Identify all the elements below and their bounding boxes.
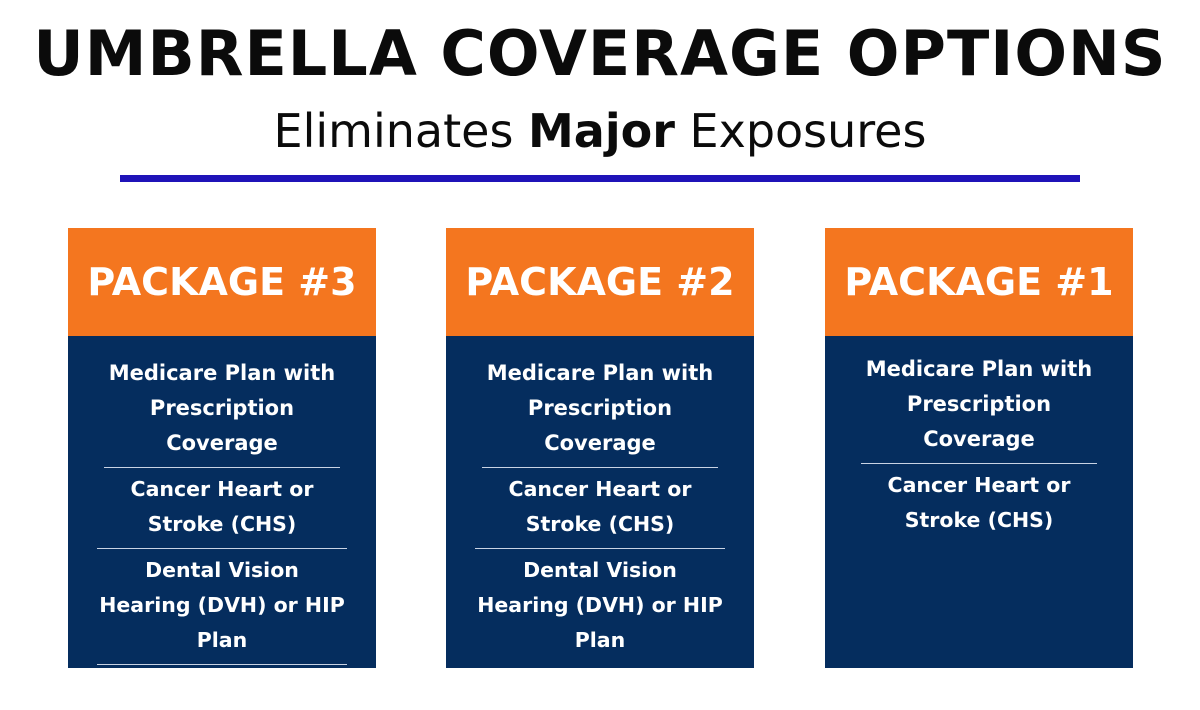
package-3-item-recovery: Recovery Care: [136, 674, 308, 698]
package-1-item-chs: Cancer Heart or Stroke (CHS): [887, 473, 1071, 532]
package-1-header: PACKAGE #1: [825, 228, 1133, 336]
package-3-item-medicare: Medicare Plan with Prescription Coverage: [104, 352, 340, 468]
package-1-card: PACKAGE #1 Medicare Plan with Prescripti…: [825, 228, 1133, 668]
title-divider: [120, 175, 1080, 182]
package-2-item-dvh: Dental Vision Hearing (DVH) or HIP Plan: [477, 558, 723, 652]
package-3-item-dvh: Dental Vision Hearing (DVH) or HIP Plan: [97, 549, 347, 665]
package-2-item-medicare: Medicare Plan with Prescription Coverage: [482, 352, 718, 468]
package-3-card: PACKAGE #3 Medicare Plan with Prescripti…: [68, 228, 376, 698]
subtitle-emphasis: Major: [528, 104, 675, 158]
package-1-items: Medicare Plan with Prescription Coverage…: [825, 336, 1133, 544]
package-3-header: PACKAGE #3: [68, 228, 376, 336]
page-subtitle: Eliminates Major Exposures: [0, 100, 1200, 162]
subtitle-tail: Exposures: [674, 104, 927, 158]
package-3-item-chs: Cancer Heart or Stroke (CHS): [97, 468, 347, 549]
package-3-items: Medicare Plan with Prescription Coverage…: [68, 336, 376, 710]
package-2-items: Medicare Plan with Prescription Coverage…: [446, 336, 754, 664]
package-2-header: PACKAGE #2: [446, 228, 754, 336]
page-title: UMBRELLA COVERAGE OPTIONS: [33, 17, 1167, 90]
subtitle-lead: Eliminates: [273, 104, 529, 158]
package-2-card: PACKAGE #2 Medicare Plan with Prescripti…: [446, 228, 754, 668]
package-1-item-medicare: Medicare Plan with Prescription Coverage: [861, 348, 1097, 464]
package-2-item-chs: Cancer Heart or Stroke (CHS): [475, 468, 725, 549]
